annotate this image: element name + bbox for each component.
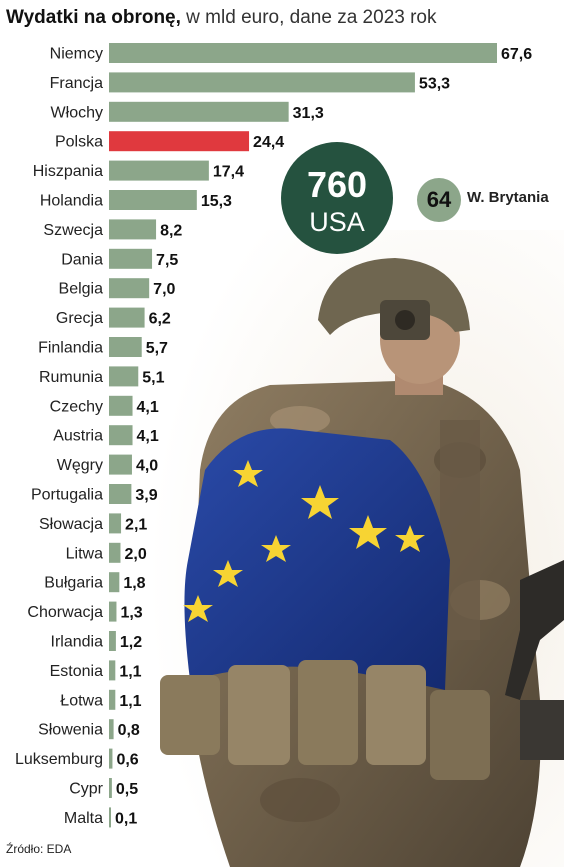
category-label-21: Estonia: [50, 663, 103, 680]
bar-10: [109, 337, 142, 357]
category-label-16: Słowacja: [39, 516, 103, 533]
bar-23: [109, 719, 114, 740]
category-label-26: Malta: [64, 810, 103, 827]
bar-18: [109, 572, 120, 593]
bar-14: [109, 454, 132, 475]
bar-11: [109, 366, 139, 387]
bar-2: [109, 101, 289, 122]
value-label-4: 17,4: [213, 164, 244, 181]
bar-21: [109, 660, 116, 681]
category-label-13: Austria: [53, 428, 103, 445]
uk-callout-badge: 64: [417, 178, 461, 222]
bar-12: [109, 395, 133, 416]
category-label-11: Rumunia: [39, 369, 103, 386]
value-label-18: 1,8: [123, 575, 145, 592]
value-label-21: 1,1: [119, 663, 141, 680]
category-label-15: Portugalia: [31, 487, 103, 504]
value-label-2: 31,3: [293, 105, 324, 122]
category-label-24: Luksemburg: [15, 751, 103, 768]
value-label-0: 67,6: [501, 46, 532, 63]
bar-group: [109, 43, 497, 828]
category-label-14: Węgry: [57, 457, 103, 474]
category-label-12: Czechy: [50, 398, 103, 415]
category-label-19: Chorwacja: [27, 604, 103, 621]
bar-20: [109, 631, 116, 651]
category-label-23: Słowenia: [38, 722, 103, 739]
category-label-18: Bułgaria: [44, 575, 103, 592]
chart-title: Wydatki na obronę, w mld euro, dane za 2…: [6, 7, 437, 29]
category-label-22: Łotwa: [60, 692, 103, 709]
bar-5: [109, 190, 197, 210]
chart-title-bold: Wydatki na obronę,: [6, 7, 181, 28]
category-label-2: Włochy: [51, 104, 103, 121]
usa-callout-label: USA: [309, 207, 365, 237]
value-label-16: 2,1: [125, 516, 147, 533]
value-label-23: 0,8: [118, 722, 140, 739]
category-label-7: Dania: [61, 251, 103, 268]
value-label-19: 1,3: [120, 605, 142, 622]
value-label-8: 7,0: [153, 281, 175, 298]
category-label-10: Finlandia: [38, 340, 103, 357]
value-label-25: 0,5: [116, 781, 138, 798]
chart-title-subtitle: w mld euro, dane za 2023 rok: [180, 7, 437, 28]
bar-22: [109, 689, 116, 710]
value-label-20: 1,2: [120, 634, 142, 651]
uk-callout-label: W. Brytania: [467, 189, 549, 206]
value-label-1: 53,3: [419, 75, 450, 92]
value-label-17: 2,0: [124, 546, 146, 563]
category-label-6: Szwecja: [43, 222, 103, 239]
category-label-5: Holandia: [40, 193, 103, 210]
value-label-6: 8,2: [160, 222, 182, 239]
bar-9: [109, 307, 145, 328]
bar-17: [109, 542, 121, 563]
value-label-24: 0,6: [116, 752, 138, 769]
soldier-illustration: [150, 230, 564, 867]
value-labels: 67,6 53,3 31,3 24,4 17,4 15,3 8,2 7,5 7,0 6,2 5,7 5…: [115, 46, 532, 827]
bar-26: [109, 807, 111, 828]
value-label-3: 24,4: [253, 134, 284, 151]
bar-24: [109, 748, 113, 769]
value-label-22: 1,1: [119, 693, 141, 710]
category-label-20: Irlandia: [51, 634, 104, 651]
bar-4: [109, 160, 209, 181]
category-label-17: Litwa: [66, 545, 103, 562]
usa-callout-badge: 760 USA: [281, 142, 393, 254]
value-label-5: 15,3: [201, 193, 232, 210]
category-label-25: Cypr: [69, 781, 103, 798]
bar-7: [109, 248, 153, 269]
value-label-14: 4,0: [136, 458, 158, 475]
bar-15: [109, 484, 132, 504]
uk-callout-value: 64: [426, 187, 452, 212]
value-label-13: 4,1: [137, 428, 159, 445]
usa-callout-value: 760: [306, 164, 368, 205]
category-label-8: Belgia: [59, 281, 104, 298]
source-note: Źródło: EDA: [6, 842, 72, 856]
category-label-0: Niemcy: [50, 46, 103, 63]
bar-16: [109, 513, 122, 534]
bar-1: [109, 72, 415, 93]
category-labels: Niemcy Francja Włochy Polska Hiszpania Holand…: [15, 46, 104, 827]
bar-3: [109, 131, 250, 152]
value-label-12: 4,1: [137, 399, 159, 416]
value-label-10: 5,7: [146, 340, 168, 357]
value-label-7: 7,5: [156, 252, 178, 269]
bar-6: [109, 219, 157, 240]
flag-stars: [183, 460, 425, 622]
category-label-4: Hiszpania: [33, 163, 103, 180]
value-label-26: 0,1: [115, 810, 137, 827]
value-label-9: 6,2: [149, 311, 171, 328]
value-label-15: 3,9: [135, 487, 157, 504]
category-label-9: Grecja: [56, 310, 103, 327]
bar-13: [109, 425, 133, 446]
bar-8: [109, 278, 150, 299]
value-label-11: 5,1: [142, 369, 164, 386]
category-label-1: Francja: [50, 75, 103, 92]
category-label-3: Polska: [55, 134, 103, 151]
bar-25: [109, 778, 112, 798]
bar-0: [109, 43, 497, 63]
bar-19: [109, 601, 117, 622]
